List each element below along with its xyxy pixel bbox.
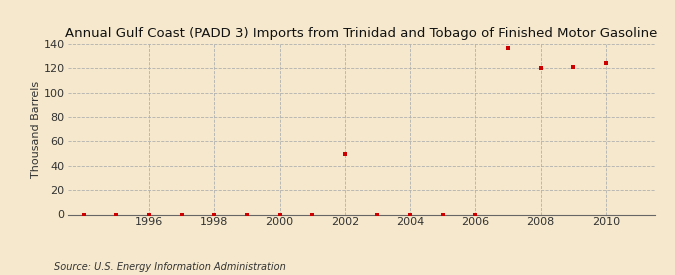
Y-axis label: Thousand Barrels: Thousand Barrels — [31, 81, 40, 178]
Title: Annual Gulf Coast (PADD 3) Imports from Trinidad and Tobago of Finished Motor Ga: Annual Gulf Coast (PADD 3) Imports from … — [65, 27, 657, 40]
Text: Source: U.S. Energy Information Administration: Source: U.S. Energy Information Administ… — [54, 262, 286, 272]
